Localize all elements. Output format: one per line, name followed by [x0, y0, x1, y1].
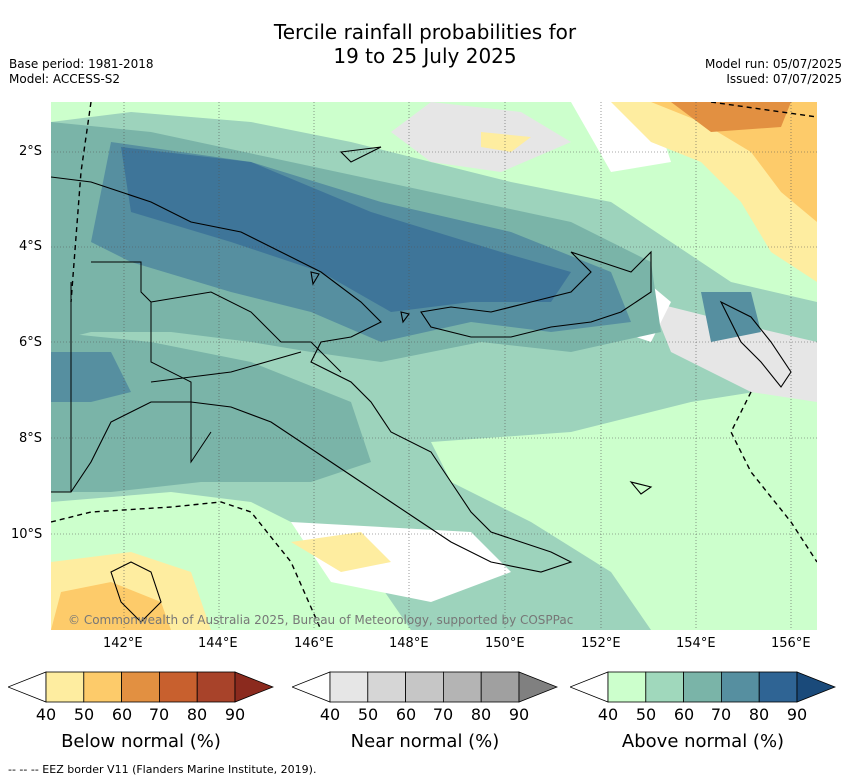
lat-tick: 10°S	[11, 527, 43, 542]
grid-lines	[51, 102, 817, 630]
map-area	[51, 102, 817, 630]
below-box	[83, 671, 123, 703]
above-box	[758, 671, 798, 703]
lon-tick: 152°E	[581, 636, 621, 651]
coastlines	[51, 146, 792, 623]
cbar-tick: 40	[35, 705, 57, 724]
model-name: Model: ACCESS-S2	[9, 72, 121, 86]
above-low-triangle	[570, 671, 609, 703]
near-low-triangle	[292, 671, 331, 703]
dark-orange-ne	[671, 102, 791, 132]
lon-tick: 142°E	[103, 636, 143, 651]
lat-tick: 4°S	[19, 239, 43, 254]
eez-borders	[51, 102, 817, 630]
lon-tick: 156°E	[771, 636, 811, 651]
legend-near-title: Near normal (%)	[350, 731, 500, 752]
colorbar-above	[570, 671, 836, 703]
lat-tick: 2°S	[19, 144, 43, 159]
near-box	[367, 671, 407, 703]
below-low-triangle	[8, 671, 47, 703]
yellow-south	[291, 532, 391, 572]
lon-tick: 146°E	[294, 636, 334, 651]
near-box	[329, 671, 369, 703]
cbar-tick: 50	[357, 705, 379, 724]
cbar-tick: 60	[111, 705, 133, 724]
near-box	[480, 671, 520, 703]
cbar-tick: 70	[148, 705, 170, 724]
map-canvas	[51, 102, 817, 630]
cbar-tick: 60	[673, 705, 695, 724]
above-box	[645, 671, 685, 703]
gray-east	[651, 302, 817, 402]
meta-right: Model run: 05/07/2025 Issued: 07/07/2025	[705, 57, 842, 87]
above-box	[607, 671, 647, 703]
eez-footnote: -- -- -- EEZ border V11 (Flanders Marine…	[8, 763, 317, 776]
below-box	[121, 671, 160, 703]
below-box	[45, 671, 85, 703]
cbar-tick: 90	[786, 705, 808, 724]
cbar-tick: 50	[635, 705, 657, 724]
copyright-notice: © Commonwealth of Australia 2025, Bureau…	[68, 613, 574, 627]
cbar-tick: 90	[508, 705, 530, 724]
above-box	[683, 671, 722, 703]
model-run: Model run: 05/07/2025	[704, 57, 842, 71]
below-box	[196, 671, 236, 703]
issued-date: Issued: 07/07/2025	[726, 72, 842, 86]
below-high-triangle	[234, 671, 274, 703]
cbar-tick: 40	[597, 705, 619, 724]
base-period: Base period: 1981-2018	[9, 57, 154, 71]
above-80-east	[701, 292, 761, 342]
cbar-tick: 80	[470, 705, 492, 724]
cbar-tick: 70	[710, 705, 732, 724]
title-line-2: 19 to 25 July 2025	[333, 44, 517, 68]
borders	[70, 261, 342, 492]
orange-sw	[51, 582, 171, 630]
below-box	[158, 671, 198, 703]
colorbar-below	[8, 671, 274, 703]
above-90-band	[121, 147, 571, 312]
legend-above-title: Above normal (%)	[621, 731, 785, 752]
yellow-north	[481, 132, 531, 152]
near-high-triangle	[518, 671, 558, 703]
above-high-triangle	[796, 671, 836, 703]
legend-below-title: Below normal (%)	[61, 731, 221, 752]
cbar-tick: 70	[432, 705, 454, 724]
lon-tick: 154°E	[676, 636, 716, 651]
colorbar-near	[292, 671, 558, 703]
lon-tick: 148°E	[389, 636, 429, 651]
above-70-sw	[51, 332, 371, 492]
lon-tick: 150°E	[485, 636, 525, 651]
cbar-tick: 40	[319, 705, 341, 724]
lat-tick: 8°S	[19, 431, 43, 446]
cbar-tick: 80	[186, 705, 208, 724]
cbar-tick: 90	[224, 705, 246, 724]
above-box	[720, 671, 760, 703]
lat-tick: 6°S	[19, 335, 43, 350]
orange-ne	[651, 102, 817, 222]
meta-left: Base period: 1981-2018 Model: ACCESS-S2	[9, 57, 154, 87]
title-line-1: Tercile rainfall probabilities for	[273, 20, 577, 44]
cbar-tick: 50	[73, 705, 95, 724]
near-box	[405, 671, 444, 703]
near-box	[442, 671, 482, 703]
lon-tick: 144°E	[198, 636, 238, 651]
cbar-tick: 80	[748, 705, 770, 724]
cbar-tick: 60	[395, 705, 417, 724]
green-south-east	[431, 382, 817, 630]
map-title: Tercile rainfall probabilities for 19 to…	[0, 20, 850, 68]
